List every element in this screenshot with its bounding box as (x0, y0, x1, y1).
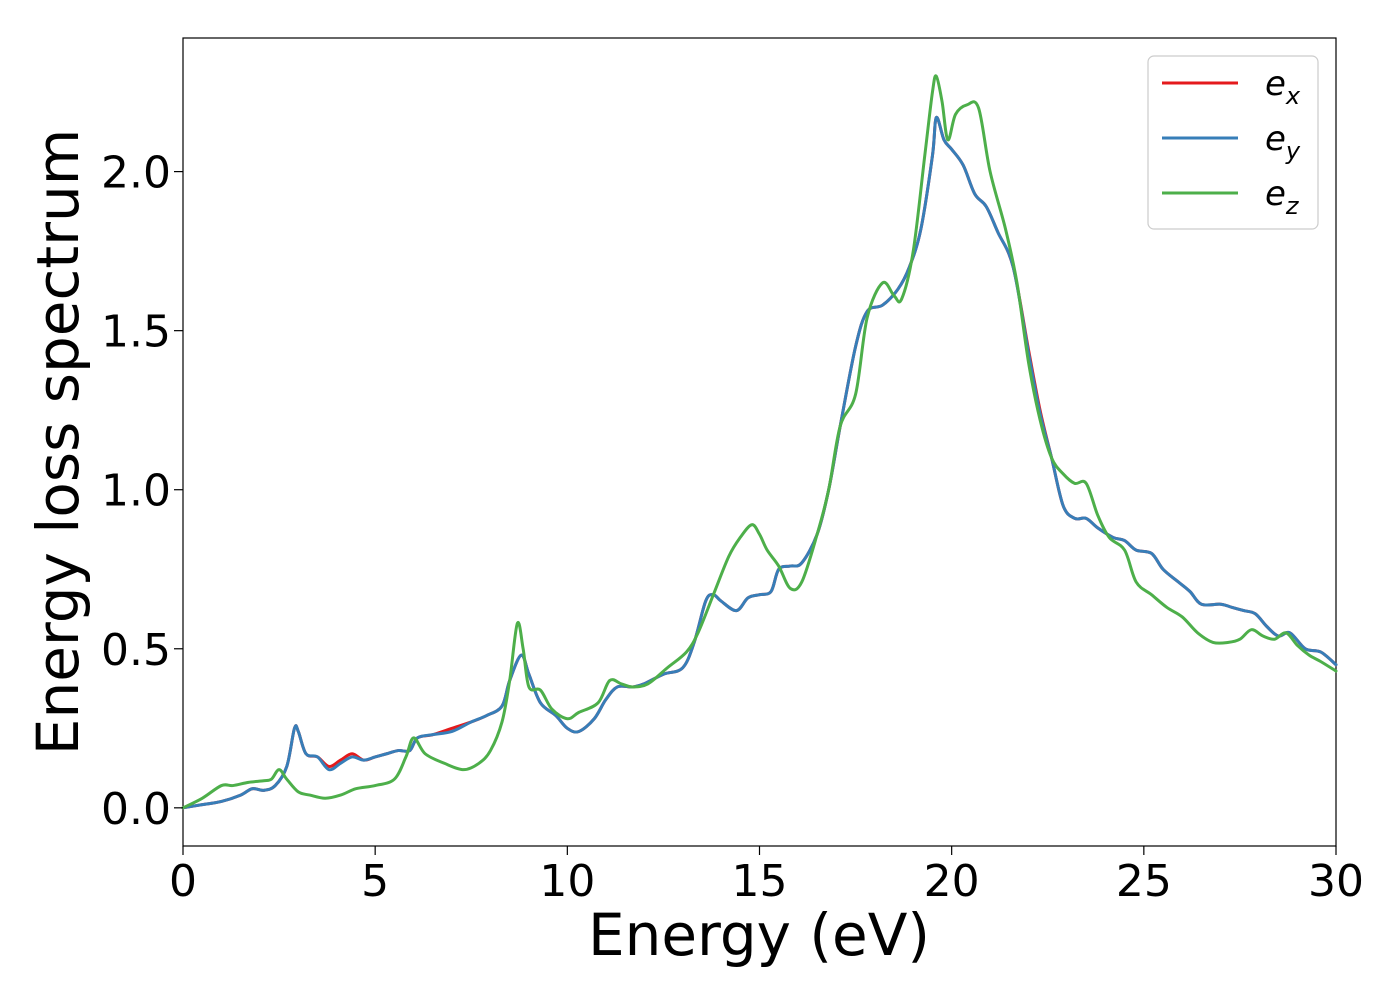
y-axis-title: Energy loss spectrum (24, 129, 92, 755)
y-tick-label: 0.5 (101, 625, 171, 676)
y-tick-label: 1.5 (101, 307, 171, 358)
x-tick-label: 5 (361, 856, 389, 907)
legend-box (1147, 55, 1319, 230)
series-layer (181, 74, 1338, 810)
x-axis-title: Energy (eV) (588, 901, 930, 969)
y-tick-label: 0.0 (101, 784, 171, 835)
y-tick-label: 1.0 (101, 466, 171, 517)
series-line-e-y (181, 116, 1338, 810)
x-tick-label: 30 (1308, 856, 1364, 907)
x-tick-label: 15 (732, 856, 788, 907)
x-tick-label: 10 (539, 856, 595, 907)
series-line-e-z (181, 74, 1338, 810)
x-tick-label: 20 (924, 856, 980, 907)
x-tick-label: 25 (1116, 856, 1172, 907)
x-axis-ticks: 0 5 10 15 20 25 30 (169, 846, 1364, 907)
plot-area (182, 37, 1337, 847)
y-tick-label: 2.0 (101, 148, 171, 199)
y-axis-ticks: 0.0 0.5 1.0 1.5 2.0 (101, 148, 183, 835)
x-tick-label: 0 (169, 856, 197, 907)
